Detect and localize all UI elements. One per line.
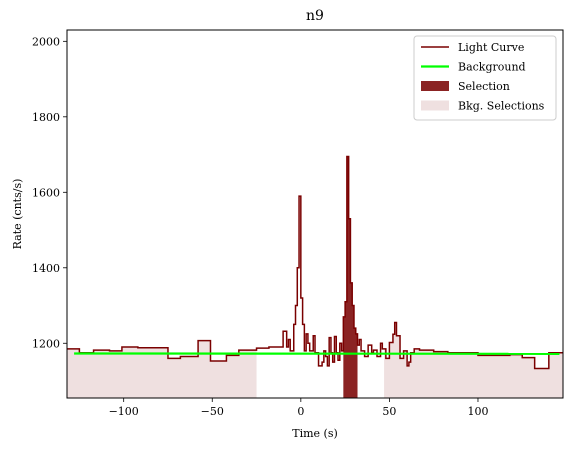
plot-area bbox=[67, 155, 563, 398]
axis-ticks: −100 −50 0 50 100 1200 1400 1600 1800 2000 bbox=[32, 35, 488, 418]
plot-frame bbox=[66, 29, 564, 399]
y-tick-label: 1800 bbox=[32, 111, 60, 124]
legend: Light Curve Background Selection Bkg. Selec… bbox=[413, 35, 557, 121]
legend-label: Light Curve bbox=[458, 41, 524, 54]
legend-swatch bbox=[421, 81, 449, 91]
light-curve-line bbox=[67, 155, 563, 370]
bkg-selection-region-0 bbox=[67, 340, 257, 398]
x-axis-label: Time (s) bbox=[292, 427, 338, 440]
x-tick-label: 50 bbox=[382, 405, 396, 418]
legend-swatch bbox=[421, 100, 449, 111]
legend-box bbox=[413, 35, 557, 121]
y-axis-label: Rate (cnts/s) bbox=[11, 179, 24, 250]
y-tick-label: 1600 bbox=[32, 186, 60, 199]
chart-title: n9 bbox=[306, 8, 324, 24]
bkg-selection-region-1 bbox=[384, 322, 563, 398]
plot-content bbox=[67, 155, 563, 398]
y-tick-label: 2000 bbox=[32, 35, 60, 48]
x-tick-label: 100 bbox=[467, 405, 488, 418]
x-tick-label: −100 bbox=[109, 405, 139, 418]
legend-label: Bkg. Selections bbox=[458, 100, 545, 113]
y-tick-label: 1400 bbox=[32, 262, 60, 275]
y-tick-label: 1200 bbox=[32, 337, 60, 350]
legend-label: Selection bbox=[458, 80, 510, 93]
x-tick-label: −50 bbox=[201, 405, 224, 418]
x-tick-label: 0 bbox=[297, 405, 304, 418]
legend-label: Background bbox=[458, 61, 526, 74]
